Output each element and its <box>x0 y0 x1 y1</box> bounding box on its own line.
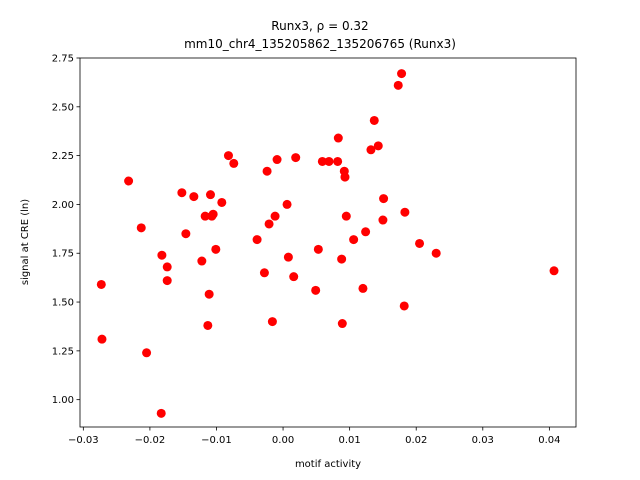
data-point-56 <box>400 207 410 217</box>
data-point-21 <box>223 151 233 161</box>
data-point-44 <box>341 211 351 221</box>
data-point-57 <box>415 238 425 248</box>
data-point-38 <box>333 156 343 166</box>
data-point-39 <box>333 133 343 143</box>
data-point-43 <box>340 172 350 182</box>
data-point-51 <box>378 215 388 225</box>
data-point-20 <box>217 197 227 207</box>
x-tick-label: −0.03 <box>68 435 99 446</box>
data-point-1 <box>97 334 107 344</box>
data-point-50 <box>373 141 383 151</box>
data-point-14 <box>203 320 213 330</box>
data-point-10 <box>181 229 191 239</box>
data-point-23 <box>252 235 262 245</box>
data-point-26 <box>264 219 274 229</box>
chart-title-line-2: mm10_chr4_135205862_135206765 (Runx3) <box>184 37 456 51</box>
data-point-7 <box>162 262 172 272</box>
data-point-31 <box>283 252 293 262</box>
x-tick-label: 0.00 <box>272 435 294 446</box>
data-point-37 <box>324 156 334 166</box>
x-axis: −0.03 −0.02 −0.01 0.00 0.01 0.02 0.03 0.04 <box>68 427 561 446</box>
y-tick-label: 1.25 <box>52 346 74 357</box>
data-point-46 <box>358 283 368 293</box>
data-point-40 <box>337 254 347 264</box>
data-point-35 <box>313 244 323 254</box>
y-tick-label: 1.50 <box>52 298 74 309</box>
y-tick-label: 1.00 <box>52 395 74 406</box>
data-point-9 <box>177 188 187 198</box>
y-axis: 1.00 1.25 1.50 1.75 2.00 2.25 2.50 2.75 <box>52 54 80 406</box>
data-point-34 <box>311 285 321 295</box>
data-point-53 <box>393 80 403 90</box>
data-point-15 <box>204 289 214 299</box>
data-point-33 <box>291 153 301 163</box>
data-point-52 <box>379 194 389 204</box>
data-point-54 <box>397 69 407 79</box>
data-point-11 <box>189 192 199 202</box>
data-point-55 <box>399 301 409 311</box>
y-tick-label: 2.75 <box>52 54 74 65</box>
data-point-24 <box>259 268 269 278</box>
data-point-32 <box>289 272 299 282</box>
y-tick-label: 2.00 <box>52 200 74 211</box>
data-point-45 <box>349 235 359 245</box>
y-tick-label: 2.25 <box>52 151 74 162</box>
chart-title-line-1: Runx3, ρ = 0.32 <box>271 19 368 33</box>
data-point-13 <box>200 211 210 221</box>
y-axis-label: signal at CRE (ln) <box>20 199 31 285</box>
plot-area <box>79 57 577 428</box>
data-point-16 <box>205 190 215 200</box>
data-point-58 <box>431 248 441 258</box>
data-point-47 <box>361 227 371 237</box>
data-point-19 <box>211 244 221 254</box>
data-point-0 <box>96 279 106 289</box>
data-point-36 <box>317 156 327 166</box>
data-point-22 <box>229 158 239 168</box>
data-points <box>96 69 559 418</box>
x-axis-label: motif activity <box>295 459 361 470</box>
x-tick-label: 0.03 <box>472 435 494 446</box>
data-point-8 <box>162 276 172 286</box>
data-point-29 <box>272 155 282 165</box>
data-point-41 <box>337 319 347 329</box>
data-point-28 <box>270 211 280 221</box>
y-tick-label: 1.75 <box>52 249 74 260</box>
data-point-25 <box>262 166 272 176</box>
data-point-59 <box>549 266 559 276</box>
data-point-18 <box>208 209 218 219</box>
data-point-4 <box>142 348 152 358</box>
data-point-6 <box>157 250 167 260</box>
y-tick-label: 2.50 <box>52 102 74 113</box>
x-tick-label: −0.02 <box>135 435 166 446</box>
data-point-3 <box>136 223 146 233</box>
x-tick-label: 0.01 <box>339 435 361 446</box>
data-point-27 <box>267 317 277 327</box>
x-tick-label: 0.04 <box>538 435 560 446</box>
data-point-49 <box>369 115 379 125</box>
data-point-48 <box>366 145 376 155</box>
data-point-12 <box>197 256 207 266</box>
x-tick-label: 0.02 <box>405 435 427 446</box>
x-tick-label: −0.01 <box>201 435 232 446</box>
data-point-5 <box>156 408 166 418</box>
data-point-2 <box>124 176 134 186</box>
data-point-30 <box>282 199 292 209</box>
